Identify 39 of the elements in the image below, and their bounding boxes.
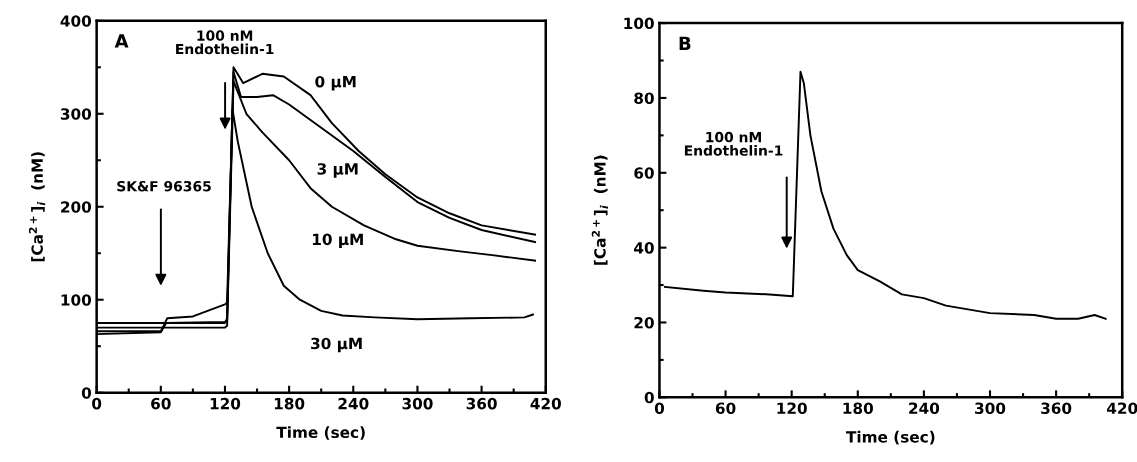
series-label: 0 μM xyxy=(315,75,356,91)
x-tick-label: 180 xyxy=(843,402,873,415)
x-tick-label: 0 xyxy=(92,397,102,410)
x-tick-label: 360 xyxy=(1041,402,1072,415)
annotation: 100 nM Endothelin-1 xyxy=(176,30,274,55)
series-label: 10 μM xyxy=(312,233,363,249)
annotation: B xyxy=(679,36,691,50)
series-label: 30 μM xyxy=(311,337,362,353)
annotation: A xyxy=(114,34,129,48)
x-tick-label: 300 xyxy=(975,402,1006,415)
annotation: 100 nM Endothelin-1 xyxy=(684,131,783,156)
y-tick-label: 40 xyxy=(634,242,654,254)
x-tick-label: 60 xyxy=(151,397,171,410)
x-tick-label: 60 xyxy=(715,402,736,415)
x-tick-label: 120 xyxy=(777,402,807,415)
y-axis-title: [Ca$^{2+}$]$_{i}$ (nM) xyxy=(591,155,609,265)
x-tick-label: 420 xyxy=(1106,402,1137,415)
y-tick-label: 60 xyxy=(634,167,654,179)
x-tick-label: 240 xyxy=(338,397,369,410)
y-tick-label: 300 xyxy=(60,108,92,120)
x-axis-title: Time (sec) xyxy=(846,430,935,445)
x-axis-title: Time (sec) xyxy=(276,426,365,440)
x-tick-label: 240 xyxy=(909,402,940,415)
y-tick-label: 200 xyxy=(61,201,92,213)
series-label: 3 μM xyxy=(317,163,358,178)
x-tick-label: 420 xyxy=(530,397,561,410)
x-tick-label: 180 xyxy=(274,397,305,410)
y-tick-label: 100 xyxy=(61,294,92,306)
y-tick-label: 400 xyxy=(60,15,92,27)
y-tick-label: 100 xyxy=(624,17,654,30)
y-tick-label: 20 xyxy=(634,316,654,329)
annotation: SK&F 96365 xyxy=(117,180,211,192)
x-tick-label: 360 xyxy=(466,397,497,410)
y-tick-label: 80 xyxy=(634,92,654,104)
x-tick-label: 120 xyxy=(210,397,241,410)
y-axis-title: [Ca$^{2+}$]$_{i}$ (nM) xyxy=(28,152,46,262)
x-tick-label: 300 xyxy=(402,397,433,410)
y-tick-label: 0 xyxy=(81,387,92,399)
x-tick-label: 0 xyxy=(654,402,665,415)
